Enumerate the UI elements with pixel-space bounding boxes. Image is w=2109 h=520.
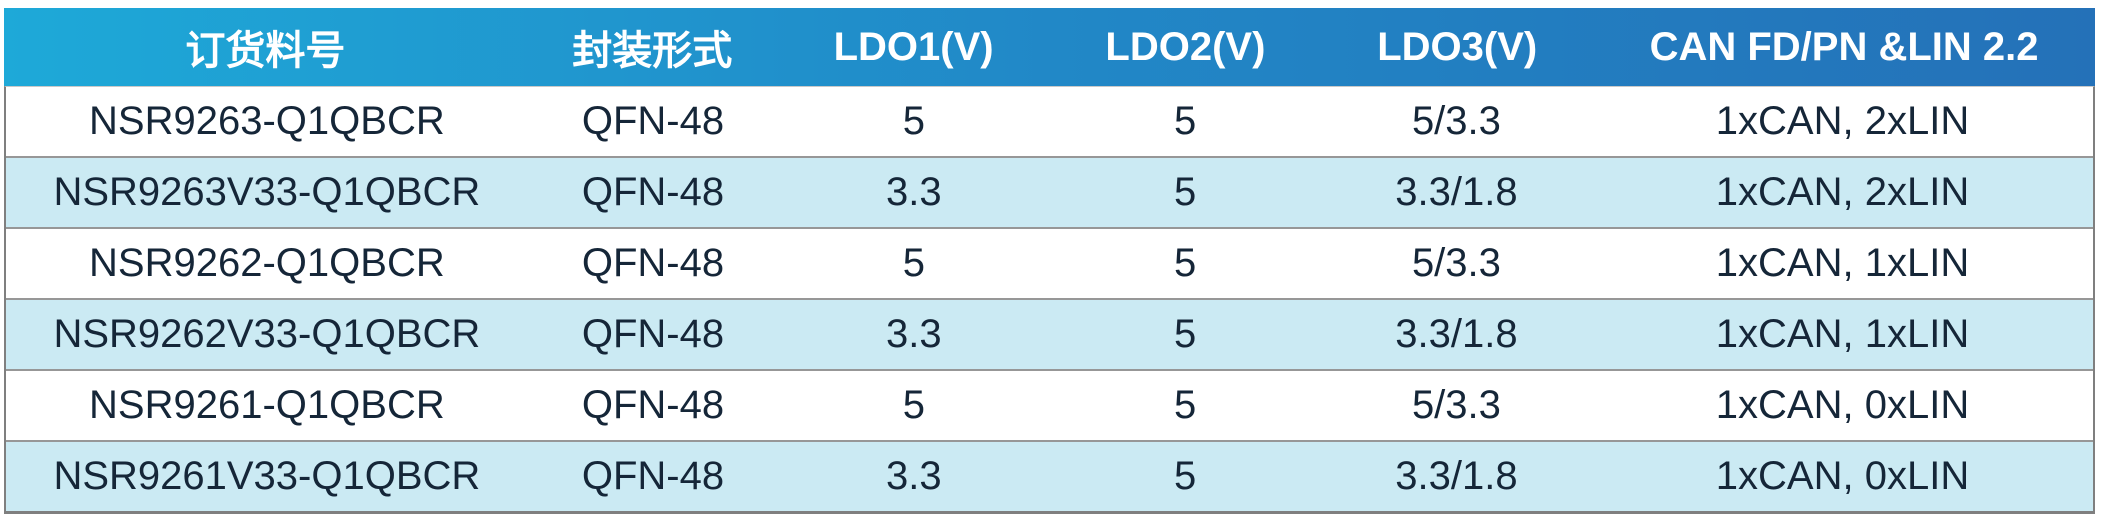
table-cell: 5/3.3 — [1411, 241, 1501, 285]
column-header-part-number: 订货料号 — [185, 29, 346, 73]
table-cell: 5 — [902, 241, 925, 285]
table-cell: 3.3/1.8 — [1395, 170, 1518, 214]
table-cell: 5 — [902, 383, 925, 427]
column-header-can-lin: CAN FD/PN &LIN 2.2 — [1649, 24, 2039, 69]
column-header-ldo3: LDO3(V) — [1377, 24, 1538, 69]
table-row: NSR9261V33-Q1QBCR QFN-48 3.3 5 3.3/1.8 1xCAN,… — [6, 440, 2093, 511]
table-body: NSR9263-Q1QBCR QFN-48 5 5 5/3.3 1xCAN, 2xLIN N… — [4, 86, 2095, 514]
ordering-info-table: 订货料号 封装形式 LDO1(V) LDO2(V) LDO3(V) CAN FD… — [4, 8, 2095, 514]
table-cell: QFN-48 — [581, 170, 725, 214]
table-cell: 1xCAN, 0xLIN — [1715, 383, 1970, 427]
table-cell: NSR9263V33-Q1QBCR — [53, 170, 481, 214]
table-cell: NSR9263-Q1QBCR — [89, 99, 445, 143]
table-cell: 3.3 — [886, 312, 942, 356]
table-cell: 1xCAN, 2xLIN — [1715, 99, 1970, 143]
table-cell: NSR9262-Q1QBCR — [89, 241, 445, 285]
table-cell: 3.3/1.8 — [1395, 454, 1518, 498]
column-header-ldo2: LDO2(V) — [1105, 24, 1266, 69]
table-cell: 5 — [902, 99, 925, 143]
table-row: NSR9262-Q1QBCR QFN-48 5 5 5/3.3 1xCAN, 1xLIN — [6, 227, 2093, 298]
table-row: NSR9263V33-Q1QBCR QFN-48 3.3 5 3.3/1.8 1xCAN,… — [6, 156, 2093, 227]
table-cell: NSR9262V33-Q1QBCR — [53, 312, 481, 356]
table-cell: 1xCAN, 0xLIN — [1715, 454, 1970, 498]
table-cell: 5 — [1174, 99, 1197, 143]
table-cell: QFN-48 — [581, 312, 725, 356]
table-cell: 1xCAN, 2xLIN — [1715, 170, 1970, 214]
table-cell: 3.3 — [886, 170, 942, 214]
table-cell: 1xCAN, 1xLIN — [1715, 241, 1970, 285]
column-header-ldo1: LDO1(V) — [833, 24, 994, 69]
table-cell: QFN-48 — [581, 241, 725, 285]
table-cell: 5 — [1174, 454, 1197, 498]
table-header-row: 订货料号 封装形式 LDO1(V) LDO2(V) LDO3(V) CAN FD… — [4, 8, 2095, 86]
table-cell: NSR9261-Q1QBCR — [89, 383, 445, 427]
table-cell: 5 — [1174, 383, 1197, 427]
table-cell: 3.3/1.8 — [1395, 312, 1518, 356]
table-cell: 5/3.3 — [1411, 383, 1501, 427]
table-cell: QFN-48 — [581, 383, 725, 427]
table-cell: 5 — [1174, 241, 1197, 285]
table-cell: QFN-48 — [581, 454, 725, 498]
table-row: NSR9263-Q1QBCR QFN-48 5 5 5/3.3 1xCAN, 2xLIN — [6, 87, 2093, 156]
table-cell: 5 — [1174, 170, 1197, 214]
table-row: NSR9261-Q1QBCR QFN-48 5 5 5/3.3 1xCAN, 0xLIN — [6, 369, 2093, 440]
table-cell: 1xCAN, 1xLIN — [1715, 312, 1970, 356]
table-cell: 3.3 — [886, 454, 942, 498]
table-cell: QFN-48 — [581, 99, 725, 143]
table-row: NSR9262V33-Q1QBCR QFN-48 3.3 5 3.3/1.8 1xCAN,… — [6, 298, 2093, 369]
column-header-package: 封装形式 — [572, 29, 733, 73]
table-cell: 5/3.3 — [1411, 99, 1501, 143]
table-cell: 5 — [1174, 312, 1197, 356]
table-cell: NSR9261V33-Q1QBCR — [53, 454, 481, 498]
